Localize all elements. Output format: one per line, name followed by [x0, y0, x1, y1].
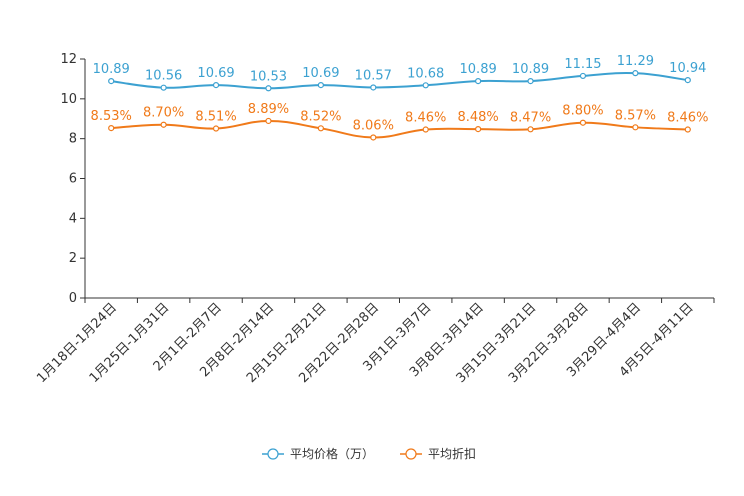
series-line-1: [111, 119, 688, 139]
data-point: [108, 78, 115, 85]
data-label: 8.70%: [143, 106, 184, 121]
data-label: 8.57%: [615, 108, 656, 123]
data-label: 8.47%: [510, 110, 551, 125]
y-tick-label: 0: [69, 291, 77, 306]
data-label: 11.29: [617, 54, 654, 69]
data-point: [317, 81, 324, 89]
data-point: [370, 84, 377, 91]
y-tick-label: 8: [69, 132, 77, 147]
data-label: 8.53%: [91, 109, 132, 124]
data-label: 11.15: [564, 57, 601, 72]
data-label: 8.06%: [353, 118, 394, 133]
y-tick-label: 12: [60, 52, 77, 67]
data-point: [370, 134, 377, 141]
data-label: 10.68: [407, 66, 444, 81]
y-tick-label: 10: [60, 92, 77, 107]
data-point: [212, 125, 220, 132]
data-point: [475, 126, 482, 133]
data-point: [632, 124, 639, 131]
data-label: 8.80%: [562, 104, 603, 119]
data-point: [160, 121, 167, 128]
data-label: 10.89: [460, 62, 497, 77]
data-point: [265, 117, 272, 125]
data-point: [527, 126, 534, 133]
data-point: [579, 119, 587, 126]
y-tick-label: 2: [69, 251, 77, 266]
data-label: 10.69: [302, 66, 339, 81]
data-label: 8.52%: [300, 109, 341, 124]
data-point: [108, 125, 115, 132]
data-label: 10.89: [93, 62, 130, 77]
data-label: 8.48%: [457, 110, 498, 125]
data-point: [317, 125, 324, 132]
legend-label: 平均价格（万）: [290, 446, 374, 461]
data-label: 8.51%: [195, 110, 236, 125]
y-tick-label: 4: [69, 211, 77, 226]
data-label: 8.46%: [667, 111, 708, 126]
data-point: [422, 126, 429, 133]
data-label: 10.69: [197, 66, 234, 81]
data-label: 10.94: [669, 61, 706, 76]
data-point: [265, 85, 272, 92]
data-point: [527, 78, 534, 85]
data-point: [579, 72, 587, 80]
legend-marker: [405, 448, 417, 460]
data-point: [422, 82, 429, 89]
data-point: [684, 77, 691, 84]
series-line-0: [111, 71, 688, 90]
data-point: [160, 84, 167, 91]
data-label: 10.56: [145, 69, 182, 84]
data-label: 10.89: [512, 62, 549, 77]
data-label: 10.57: [355, 68, 392, 83]
data-point: [475, 78, 482, 85]
legend-marker: [267, 448, 279, 460]
data-point: [212, 81, 220, 89]
data-label: 8.46%: [405, 111, 446, 126]
legend-label: 平均折扣: [428, 446, 476, 461]
data-point: [632, 70, 639, 77]
data-label: 10.53: [250, 69, 287, 84]
data-label: 8.89%: [248, 102, 289, 117]
y-tick-label: 6: [69, 172, 77, 187]
data-point: [684, 126, 691, 133]
